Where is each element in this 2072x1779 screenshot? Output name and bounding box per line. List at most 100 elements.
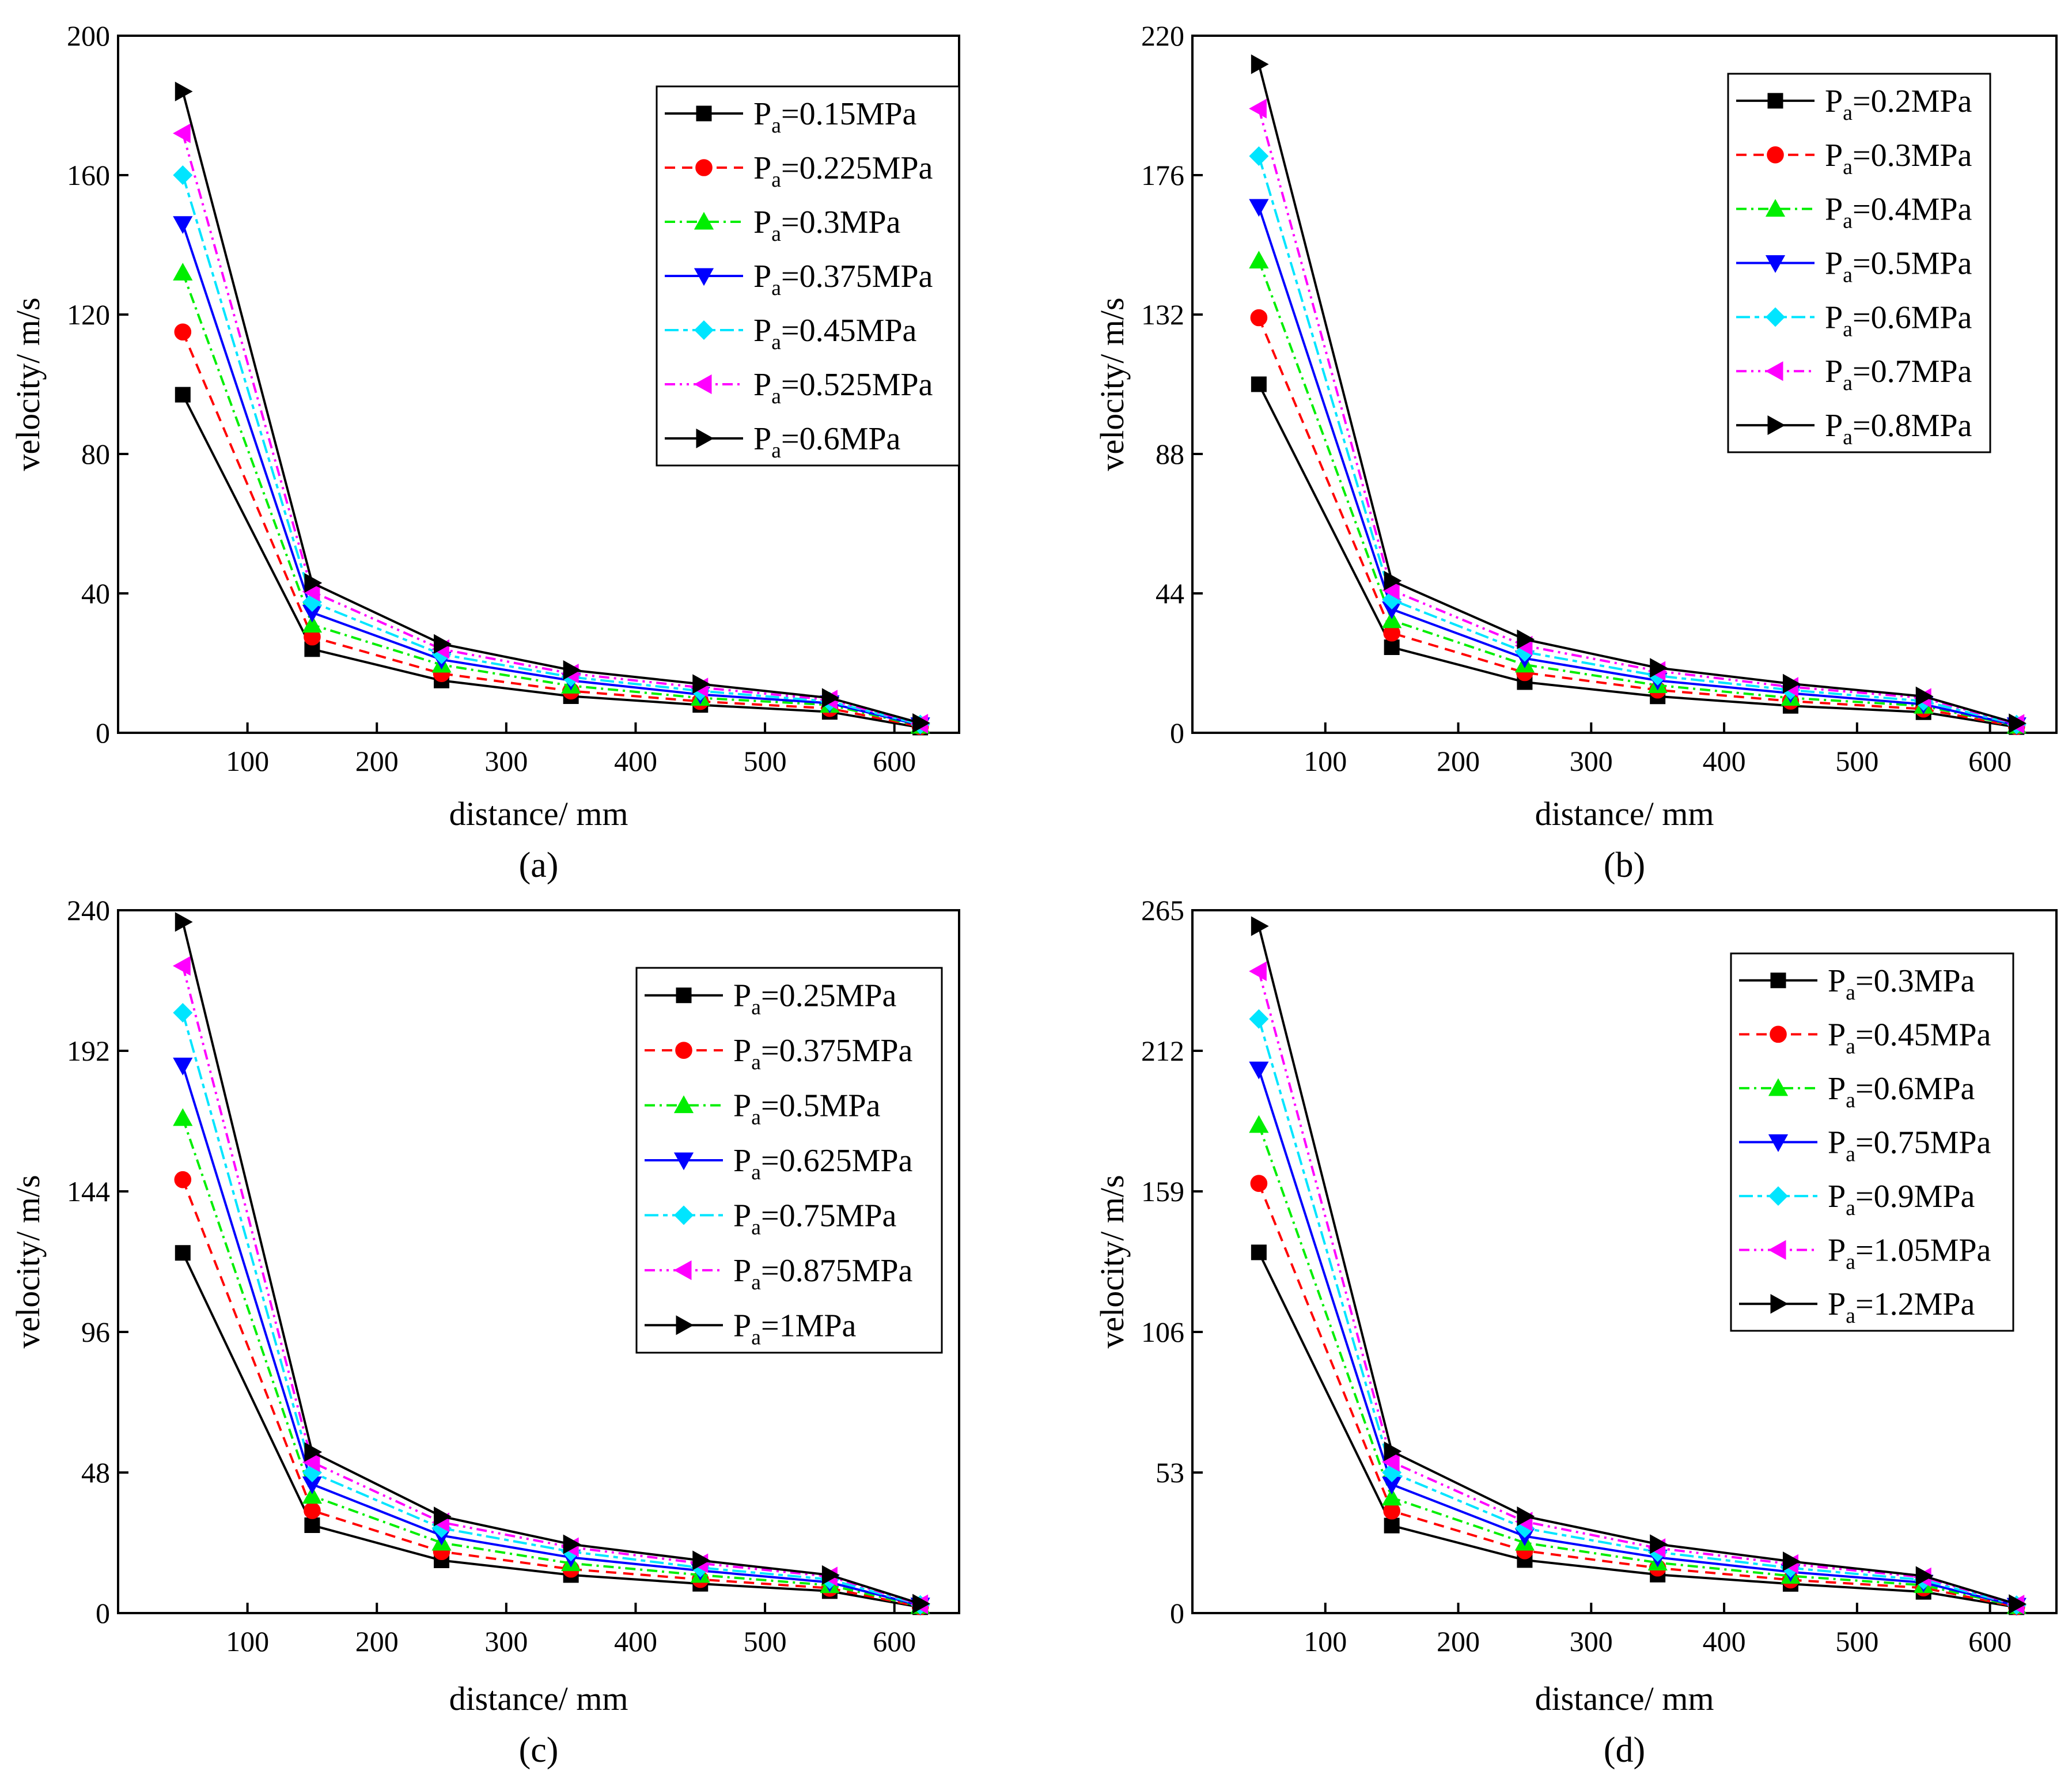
data-point [173, 1108, 193, 1126]
legend-marker [1765, 361, 1783, 381]
data-point [174, 1171, 192, 1188]
x-tick-label: 500 [744, 745, 787, 777]
legend-entry: Pa=0.25MPa [733, 978, 897, 1020]
data-point [173, 263, 193, 281]
data-point [173, 1057, 193, 1076]
legend-marker [1765, 199, 1786, 217]
x-axis-title: distance/ mm [449, 1680, 628, 1717]
plot-frame [117, 909, 960, 1614]
x-tick-label: 100 [226, 1625, 269, 1657]
legend-entry: Pa=0.5MPa [733, 1088, 881, 1130]
x-tick-label: 200 [355, 1625, 399, 1657]
legend-entry: Pa=0.8MPa [1825, 408, 1972, 449]
legend-marker [696, 428, 714, 449]
y-tick-label: 48 [81, 1456, 110, 1489]
legend-entry: Pa=0.3MPa [753, 205, 901, 246]
legend-marker [675, 1042, 692, 1059]
legend-entry: Pa=0.45MPa [1828, 1017, 1991, 1058]
legend: Pa=0.25MPa Pa=0.375MPa Pa=0.5MPa Pa=0.625MP… [635, 967, 943, 1354]
data-point [821, 688, 840, 708]
x-tick-label: 300 [1570, 1625, 1613, 1657]
legend-entry: Pa=0.15MPa [753, 96, 917, 138]
data-point [1249, 199, 1269, 217]
y-tick-label: 0 [1170, 1597, 1184, 1629]
data-point [1382, 1487, 1402, 1506]
legend-marker [1768, 1186, 1788, 1206]
data-point [1915, 1566, 1934, 1586]
y-tick-label: 240 [67, 894, 110, 926]
x-tick-label: 600 [873, 1625, 916, 1657]
y-tick-label: 80 [81, 438, 110, 470]
x-axis-title: distance/ mm [449, 795, 628, 832]
legend: Pa=0.2MPa Pa=0.3MPa Pa=0.4MPa Pa=0.5MPa Pa=0… [1727, 73, 1991, 453]
legend-entry: Pa=0.3MPa [1828, 963, 1975, 1005]
x-tick-label: 500 [1835, 745, 1878, 777]
legend-marker [696, 105, 712, 122]
legend-entry: Pa=1.2MPa [1828, 1286, 1975, 1328]
data-point [173, 123, 191, 143]
legend-entry: Pa=0.525MPa [753, 367, 933, 408]
x-tick-label: 100 [226, 745, 269, 777]
y-tick-label: 265 [1141, 894, 1184, 926]
legend: Pa=0.15MPa Pa=0.225MPa Pa=0.3MPa Pa=0.375MP… [656, 85, 960, 467]
legend-marker [694, 268, 714, 286]
legend-entry: Pa=0.6MPa [1828, 1071, 1975, 1112]
data-point [1251, 1244, 1267, 1261]
x-tick-label: 300 [484, 1625, 528, 1657]
data-point [1517, 1506, 1535, 1527]
legend-marker [694, 211, 714, 230]
data-point [2009, 1594, 2027, 1614]
x-tick-label: 300 [1570, 745, 1613, 777]
legend-entry: Pa=0.3MPa [1825, 138, 1972, 179]
legend-entry: Pa=0.6MPa [753, 421, 901, 463]
legend-marker [1770, 1294, 1789, 1314]
legend-marker [676, 987, 692, 1004]
legend-marker [695, 159, 713, 176]
chart-panel-d: 100 200 300 400 500 600 0 53 106 159 212 265 distanc… [1093, 894, 2058, 1770]
data-point [1249, 1009, 1269, 1029]
data-point [563, 660, 581, 680]
data-point [1384, 1517, 1400, 1534]
x-tick-label: 600 [1968, 745, 2012, 777]
chart-panel-a: 100 200 300 400 500 600 0 40 80 120 160 200 distance… [9, 20, 960, 885]
data-point [302, 615, 323, 633]
y-tick-label: 106 [1141, 1316, 1184, 1348]
plot-frame [1191, 35, 2058, 734]
y-tick-label: 96 [81, 1316, 110, 1348]
data-point [1251, 54, 1269, 74]
legend-entry: Pa=0.375MPa [733, 1033, 913, 1074]
legend-entry: Pa=0.875MPa [733, 1253, 913, 1294]
legend-marker [1768, 1078, 1789, 1096]
data-point [563, 1534, 581, 1554]
x-tick-label: 400 [1703, 1625, 1746, 1657]
panel-caption: (c) [519, 1731, 559, 1770]
data-point [304, 573, 323, 593]
x-tick-label: 200 [1437, 1625, 1480, 1657]
y-axis-title: velocity/ m/s [9, 1175, 47, 1348]
x-axis-title: distance/ mm [1535, 795, 1714, 832]
data-point [173, 956, 191, 976]
data-point [1249, 251, 1269, 268]
y-tick-label: 192 [67, 1035, 110, 1067]
data-point [1251, 376, 1267, 392]
legend-marker [1770, 1025, 1787, 1043]
data-point [175, 912, 193, 932]
x-tick-label: 200 [1437, 745, 1480, 777]
data-point [1249, 146, 1269, 166]
chart-panel-b: 100 200 300 400 500 600 0 44 88 132 176 220 distance… [1093, 20, 2058, 885]
chart-panel-c: 100 200 300 400 500 600 0 48 96 144 192 240 distance… [9, 894, 960, 1770]
legend-entry: Pa=1.05MPa [1828, 1233, 1991, 1274]
y-tick-label: 120 [67, 298, 110, 331]
data-point [912, 1593, 930, 1614]
data-point [1782, 1551, 1801, 1572]
y-tick-label: 0 [96, 1597, 110, 1629]
data-point [175, 387, 191, 403]
legend-entry: Pa=0.75MPa [1828, 1125, 1991, 1167]
data-point [1249, 961, 1267, 981]
x-tick-label: 600 [873, 745, 916, 777]
legend-marker [1767, 93, 1783, 109]
legend-entry: Pa=0.7MPa [1825, 354, 1972, 395]
legend-marker [1765, 255, 1786, 273]
data-point [1249, 1115, 1269, 1133]
data-point [173, 216, 193, 234]
